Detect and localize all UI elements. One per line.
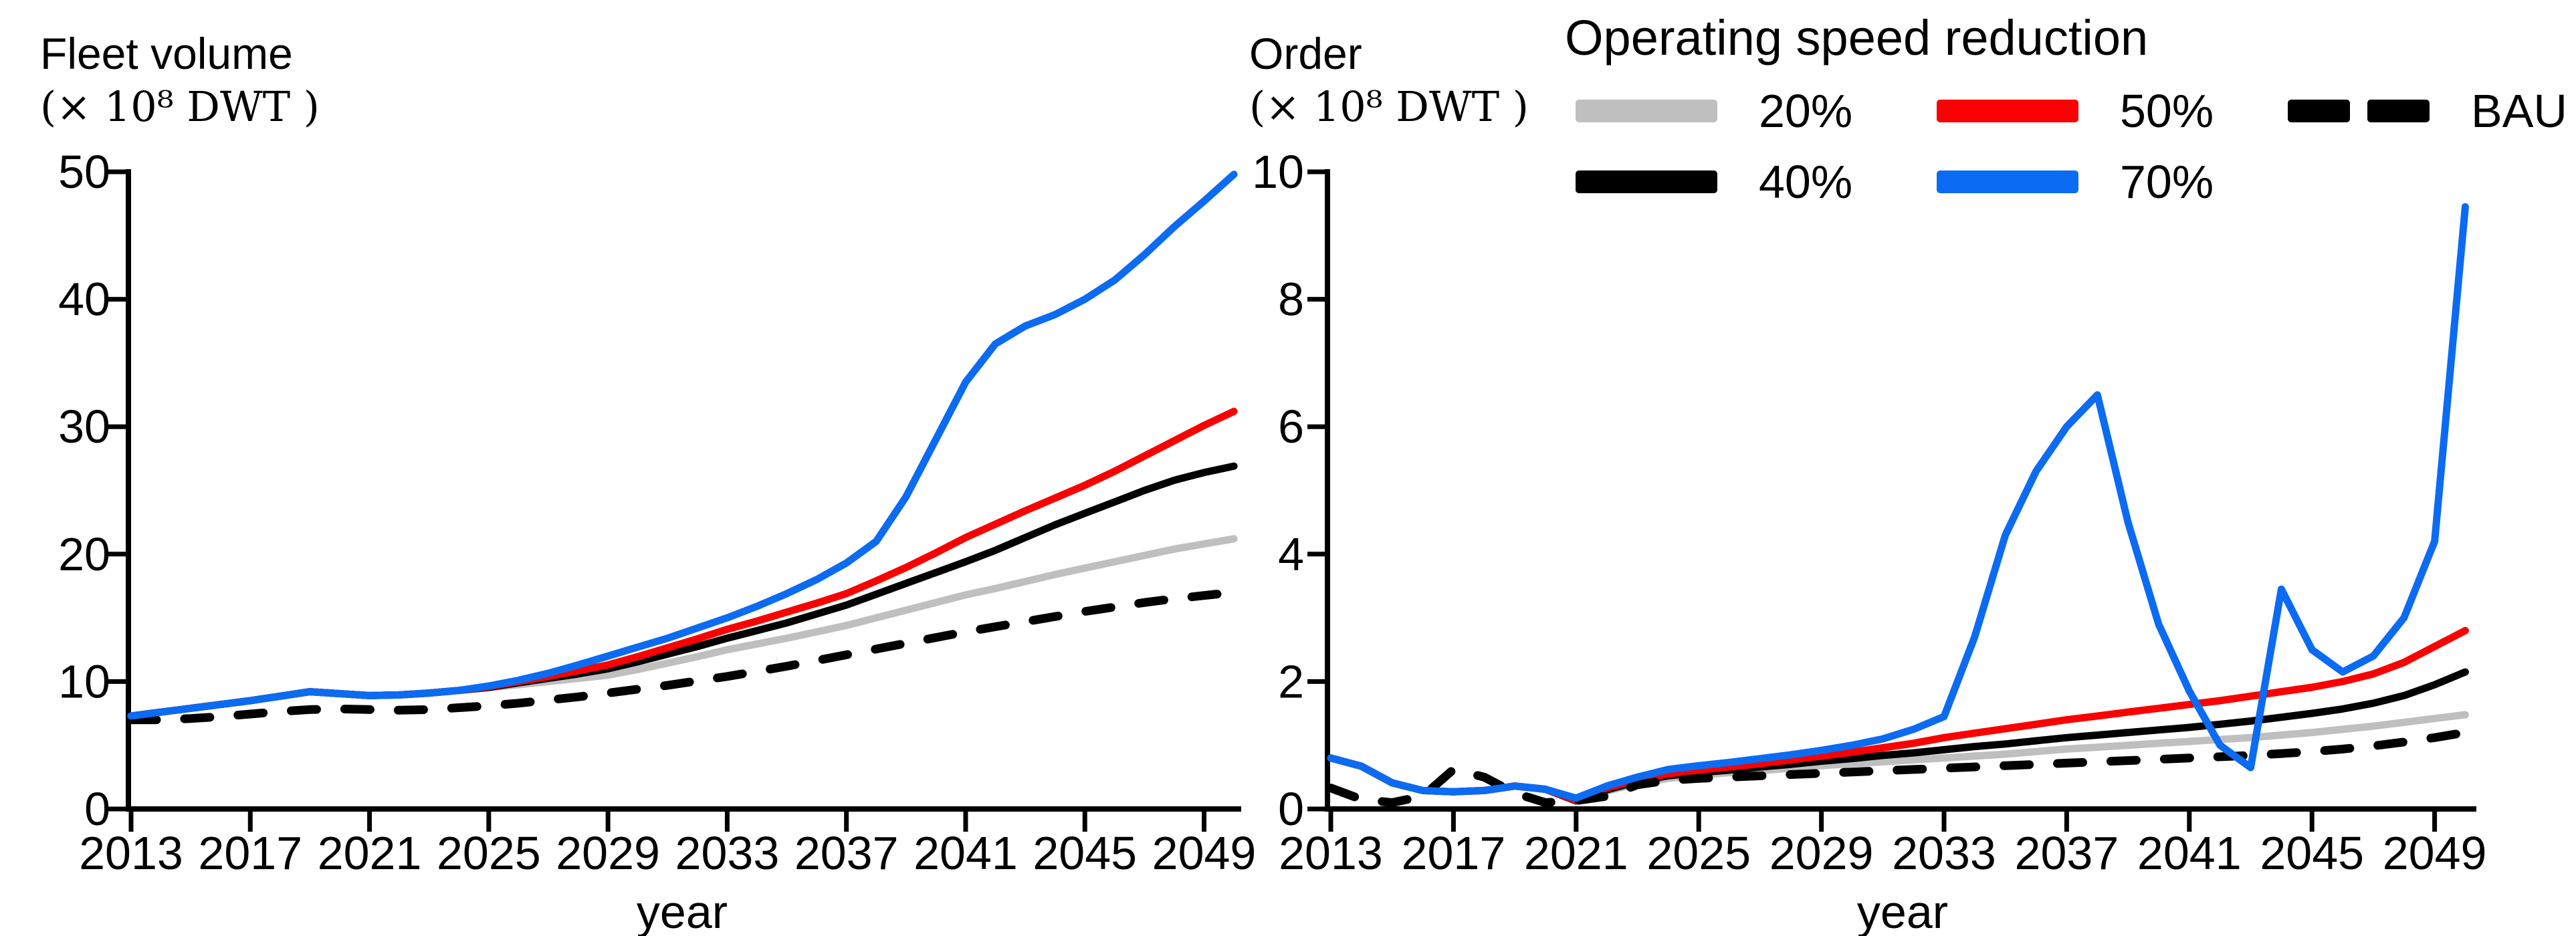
legend-label-bau: BAU — [2471, 85, 2567, 137]
order-title-block: Order (× 10⁸ DWT ) — [1249, 27, 1529, 134]
legend-label-40pct: 40% — [1759, 156, 1853, 208]
legend-item-20pct: 20% — [1576, 88, 1852, 134]
fleet-volume-xtick-label: 2033 — [675, 827, 780, 879]
order-xtick-label: 2029 — [1769, 827, 1874, 879]
order-xtick-label: 2017 — [1402, 827, 1506, 879]
fleet-volume-xtick-label: 2049 — [1152, 827, 1257, 879]
fleet-volume-ytick-label: 40 — [58, 273, 110, 326]
legend-swatch-20pct — [1576, 100, 1717, 122]
fleet-volume-ytick-label: 10 — [58, 655, 110, 707]
fleet-volume-xtick-label: 2025 — [437, 827, 541, 879]
legend: Operating speed reduction 20% 50% BAU 40… — [1565, 0, 2576, 221]
fleet-volume-ytick-label: 0 — [84, 783, 110, 835]
fleet-volume-title: Fleet volume — [40, 29, 293, 78]
order-ytick-label: 0 — [1278, 783, 1304, 835]
fleet-volume-xtick-label: 2045 — [1033, 827, 1137, 879]
bau-dash-icon — [2288, 100, 2350, 122]
fleet-volume-series-70pct — [127, 170, 1238, 720]
order-ytick-label: 10 — [1252, 146, 1304, 198]
order-series-70pct — [1327, 203, 2469, 802]
order-ytick-label: 8 — [1278, 273, 1304, 326]
legend-swatch-50pct — [1937, 100, 2078, 122]
legend-label-20pct: 20% — [1759, 85, 1853, 137]
legend-item-70pct: 70% — [1937, 158, 2214, 205]
fleet-volume-ytick-label: 50 — [58, 146, 110, 198]
legend-swatch-bau — [2288, 100, 2430, 122]
chart-order: 0 2 4 6 8 10 2013 2017 2021 2025 2029 2033 2037 2041 2… — [1252, 146, 2486, 936]
fleet-volume-ytick-label: 30 — [58, 400, 110, 453]
fleet-volume-series-50pct — [127, 407, 1238, 720]
order-series-bau — [1326, 728, 2470, 807]
fleet-volume-ytick-label: 20 — [58, 528, 110, 580]
order-xtick-label: 2025 — [1646, 827, 1751, 879]
order-xtick-label: 2045 — [2260, 827, 2364, 879]
legend-title: Operating speed reduction — [1565, 10, 2149, 66]
chart-fleet-volume: 0 10 20 30 40 50 2013 2017 2021 2025 2029 2033 2037 2… — [58, 146, 1256, 936]
legend-item-bau: BAU — [2288, 88, 2567, 134]
fleet-volume-xlabel: year — [637, 886, 728, 936]
fleet-volume-xtick-label: 2017 — [198, 827, 302, 879]
fleet-volume-xtick-label: 2029 — [556, 827, 660, 879]
fleet-volume-series-bau — [126, 588, 1239, 725]
order-axes — [1325, 169, 2476, 812]
legend-swatch-40pct — [1576, 170, 1717, 193]
legend-label-70pct: 70% — [2120, 156, 2214, 208]
order-ytick-label: 4 — [1278, 528, 1304, 580]
legend-label-50pct: 50% — [2120, 85, 2214, 137]
legend-item-50pct: 50% — [1937, 88, 2214, 134]
fleet-volume-axes — [126, 169, 1241, 812]
order-ytick-label: 6 — [1278, 400, 1304, 453]
order-xtick-label: 2041 — [2137, 827, 2242, 879]
order-xtick-label: 2049 — [2383, 827, 2487, 879]
order-unit: (× 10⁸ DWT ) — [1249, 82, 1529, 131]
fleet-volume-unit: (× 10⁸ DWT ) — [40, 82, 320, 131]
fleet-volume-series-20pct — [127, 535, 1238, 720]
order-xtick-label: 2033 — [1892, 827, 1996, 879]
order-ytick-label: 2 — [1278, 655, 1304, 707]
bau-dash-icon — [2367, 100, 2430, 122]
order-xtick-label: 2037 — [2015, 827, 2119, 879]
fleet-volume-title-block: Fleet volume (× 10⁸ DWT ) — [40, 27, 320, 134]
fleet-volume-xtick-label: 2021 — [318, 827, 422, 879]
fleet-volume-xtick-label: 2013 — [79, 827, 183, 879]
fleet-volume-xtick-label: 2041 — [914, 827, 1018, 879]
order-title: Order — [1249, 29, 1362, 78]
fleet-volume-series-40pct — [127, 462, 1238, 720]
fleet-volume-xtick-label: 2037 — [794, 827, 899, 879]
legend-swatch-70pct — [1937, 170, 2078, 193]
legend-item-40pct: 40% — [1576, 158, 1852, 205]
order-xtick-label: 2013 — [1279, 827, 1383, 879]
order-xtick-label: 2021 — [1524, 827, 1628, 879]
order-xlabel: year — [1857, 886, 1948, 936]
